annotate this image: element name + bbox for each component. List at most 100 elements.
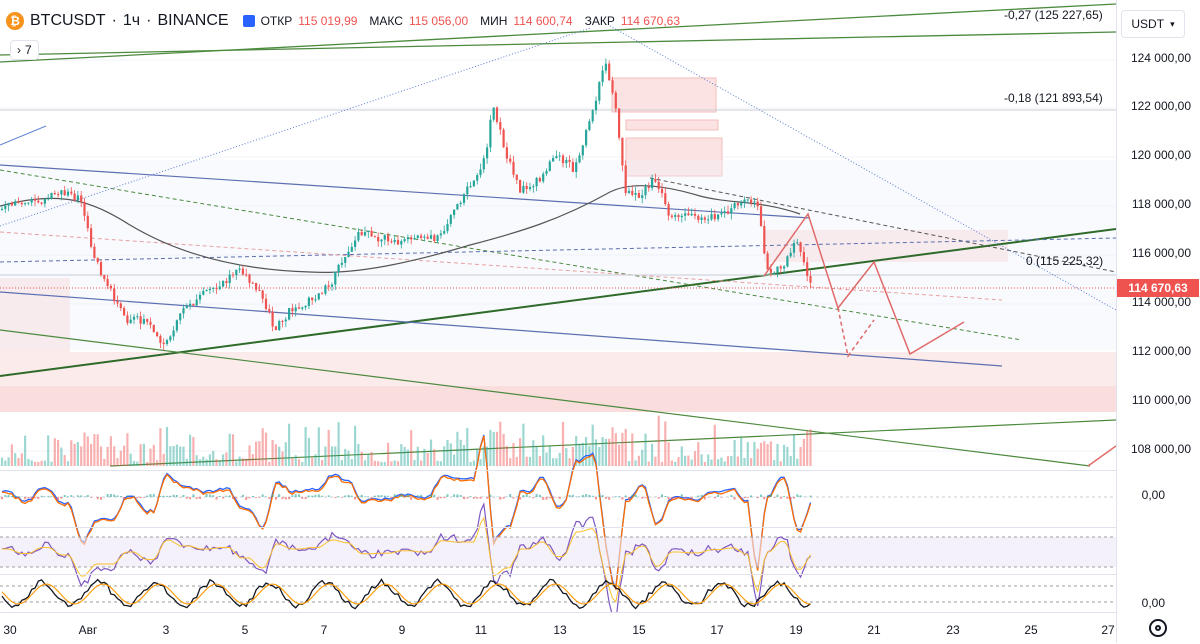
short-line[interactable]	[0, 126, 46, 145]
candle-body	[750, 199, 752, 202]
volume-bar	[364, 460, 366, 466]
pane-separator[interactable]	[0, 470, 1200, 471]
volume-bar	[169, 446, 171, 466]
volume-bar	[720, 458, 722, 466]
candle-body	[691, 214, 693, 215]
volume-bar	[506, 446, 508, 466]
volume-bar	[235, 462, 237, 466]
candle-body	[24, 203, 26, 204]
macd-histogram-bar	[678, 497, 680, 498]
macd-histogram-bar	[539, 495, 541, 497]
macd-histogram-bar	[668, 497, 670, 499]
volume-bar	[625, 429, 627, 466]
settings-gear-icon[interactable]	[1149, 619, 1167, 637]
macd-histogram-bar	[631, 495, 633, 497]
macd-histogram-bar	[209, 494, 211, 497]
candle-body	[107, 279, 109, 286]
macd-histogram-bar	[691, 497, 693, 499]
macd-histogram-bar	[440, 497, 442, 498]
indicators-toggle-button[interactable]: › 7	[10, 40, 39, 60]
volume-bar	[413, 460, 415, 466]
volume-bar	[305, 427, 307, 466]
volume-bar	[377, 461, 379, 466]
macd-histogram-bar	[734, 497, 736, 500]
macd-histogram-bar	[480, 497, 482, 499]
volume-bar	[512, 443, 514, 466]
macd-histogram-bar	[315, 495, 317, 497]
candle-body	[305, 306, 307, 307]
candle-body	[27, 203, 29, 204]
volume-bar	[64, 455, 66, 466]
projection-bottom[interactable]	[1088, 446, 1116, 466]
candle-body	[123, 308, 125, 315]
price-tick: 116 000,00	[1132, 246, 1191, 260]
volume-bar	[767, 444, 769, 466]
macd-histogram-bar	[513, 497, 515, 499]
macd-histogram-bar	[54, 497, 56, 498]
macd-histogram-bar	[351, 496, 353, 497]
volume-bar	[384, 462, 386, 466]
candle-body	[641, 195, 643, 198]
candle-body	[512, 162, 514, 175]
volume-bar	[598, 447, 600, 466]
candle-body	[298, 307, 300, 308]
macd-histogram-bar	[90, 497, 92, 498]
macd-histogram-bar	[618, 496, 620, 497]
macd-histogram-bar	[84, 496, 86, 497]
candle-body	[460, 203, 462, 204]
macd-histogram-bar	[97, 497, 99, 499]
pane-separator[interactable]	[0, 527, 1200, 528]
volume-bar	[149, 449, 151, 466]
volume-bar	[555, 458, 557, 466]
candle-body	[11, 203, 13, 205]
candle-body	[67, 192, 69, 196]
volume-bar	[107, 447, 109, 466]
macd-histogram-bar	[176, 495, 178, 497]
macd-histogram-bar	[31, 497, 33, 499]
volume-bar	[298, 459, 300, 466]
volume-bar	[727, 456, 729, 466]
chart-area[interactable]	[0, 0, 1116, 643]
candle-body	[677, 215, 679, 217]
candle-body	[225, 281, 227, 283]
candle-body	[222, 281, 224, 287]
macd-histogram-bar	[268, 497, 270, 499]
fib-label-top: -0,27 (125 227,65)	[1004, 8, 1103, 22]
candle-body	[628, 191, 630, 193]
candle-body	[136, 316, 138, 317]
macd-histogram-bar	[473, 497, 475, 499]
volume-bar	[433, 449, 435, 466]
time-tick: 30	[3, 623, 16, 637]
candle-body	[272, 312, 274, 326]
main-chart-canvas[interactable]	[0, 0, 1116, 643]
macd-histogram-bar	[744, 497, 746, 498]
volume-bar	[430, 440, 432, 466]
volume-bar	[691, 460, 693, 466]
volume-bar	[730, 456, 732, 466]
volume-bar	[199, 459, 201, 466]
currency-button[interactable]: USDT ▾	[1121, 10, 1185, 38]
macd-histogram-bar	[41, 496, 43, 497]
volume-bar	[565, 448, 567, 466]
volume-bar	[714, 425, 716, 466]
macd-histogram-bar	[516, 496, 518, 497]
resistance-zone-1	[612, 78, 716, 112]
time-axis[interactable]: 30 Авг 3 5 7 9 11 13 15 17 19 21 23 25 2…	[0, 612, 1116, 644]
macd-histogram-bar	[661, 494, 663, 497]
pane-separator[interactable]	[0, 574, 1200, 575]
price-axis[interactable]: 124 000,00 122 000,00 120 000,00 118 000…	[1116, 0, 1200, 643]
candle-body	[417, 236, 419, 238]
volume-bar	[130, 454, 132, 466]
volume-bar	[110, 436, 112, 466]
candle-body	[710, 214, 712, 219]
volume-bar	[780, 461, 782, 466]
volume-bar	[338, 422, 340, 466]
open-label: ОТКР	[261, 14, 293, 28]
symbol-name[interactable]: BTCUSDT	[30, 12, 106, 30]
volume-bar	[684, 456, 686, 466]
volume-bar	[83, 433, 85, 466]
candle-body	[790, 253, 792, 257]
candle-body	[14, 201, 16, 205]
candle-body	[796, 242, 798, 243]
interval[interactable]: 1ч	[123, 12, 140, 30]
